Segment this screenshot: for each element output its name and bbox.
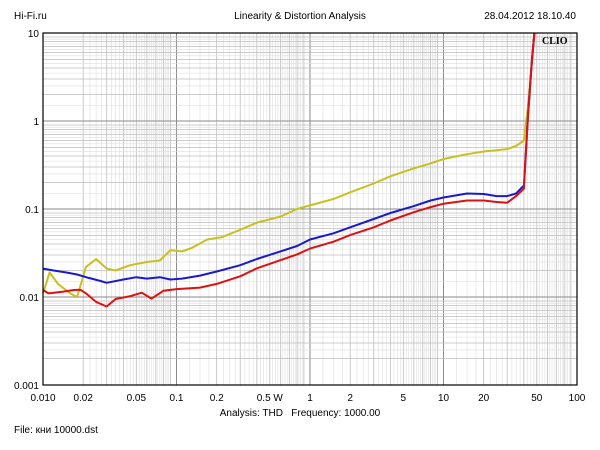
analysis-label: Analysis: THD bbox=[219, 408, 283, 419]
x-tick-labels: 0.010 0.02 0.05 0.1 0.2 0.5 W 1 2 5 10 20 50 100 bbox=[30, 393, 585, 404]
x-tick-label: 0.1 bbox=[170, 393, 184, 404]
series-line-2 bbox=[42, 32, 536, 284]
series-line-3 bbox=[42, 32, 536, 308]
x-tick-label: 100 bbox=[569, 393, 586, 404]
x-tick-label: 2 bbox=[347, 393, 353, 404]
y-tick-label: 10 bbox=[28, 29, 40, 40]
x-tick-label: 0.2 bbox=[210, 393, 224, 404]
x-tick-label: 5 bbox=[401, 393, 407, 404]
y-tick-label: 0.1 bbox=[25, 205, 39, 216]
x-tick-label: 20 bbox=[478, 393, 490, 404]
x-tick-label: 0.02 bbox=[73, 393, 93, 404]
x-tick-label: 0.05 bbox=[127, 393, 147, 404]
plot-frame bbox=[42, 32, 578, 386]
frequency-label: Frequency: 1000.00 bbox=[291, 408, 381, 419]
chart-title: Linearity & Distortion Analysis bbox=[234, 11, 366, 22]
x-tick-label: 0.5 W bbox=[257, 393, 284, 404]
file-label: File: кни 10000.dst bbox=[14, 425, 98, 436]
analysis-line: Analysis: THD Frequency: 1000.00 bbox=[0, 408, 600, 419]
grid bbox=[43, 33, 577, 385]
x-tick-label: 10 bbox=[438, 393, 450, 404]
site-name: Hi-Fi.ru bbox=[14, 11, 47, 22]
x-tick-label: 50 bbox=[531, 393, 543, 404]
x-tick-label: 1 bbox=[307, 393, 313, 404]
y-tick-label: 1 bbox=[33, 117, 39, 128]
y-tick-labels: 10 1 0.1 0.01 0.001 bbox=[14, 29, 39, 392]
series-line-1 bbox=[42, 32, 536, 298]
timestamp: 28.04.2012 18.10.40 bbox=[484, 11, 576, 22]
y-tick-label: 0.001 bbox=[14, 381, 39, 392]
clio-logo: CLIO bbox=[542, 36, 568, 47]
series-layer bbox=[42, 32, 536, 308]
x-tick-label: 0.010 bbox=[30, 393, 55, 404]
y-tick-label: 0.01 bbox=[20, 293, 40, 304]
